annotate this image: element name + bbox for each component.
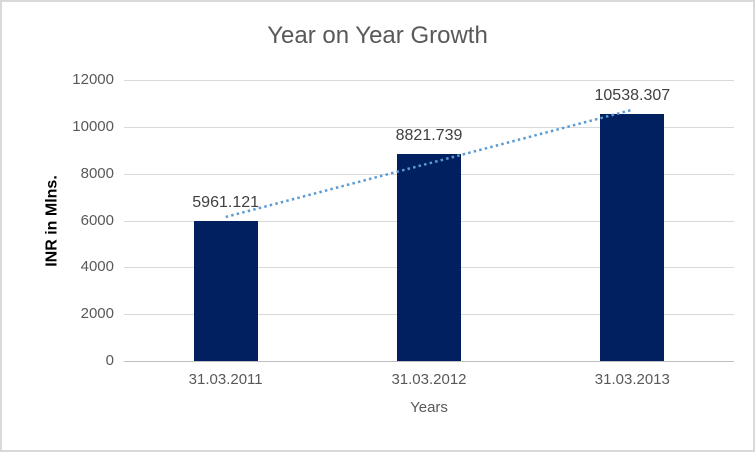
y-tick-label: 2000 [80, 305, 114, 323]
bar-31.03.2011 [193, 221, 258, 361]
gridline-y-12000 [124, 80, 734, 81]
x-tick-label-31.03.2011: 31.03.2011 [188, 371, 263, 388]
x-tick-label-31.03.2013: 31.03.2013 [594, 371, 670, 388]
x-axis-tick-labels: 31.03.2011 31.03.2012 31.03.2013 [124, 371, 734, 391]
y-tick-label: 4000 [80, 258, 114, 276]
x-tick-label-31.03.2012: 31.03.2012 [391, 371, 467, 388]
chart-title: Year on Year Growth [267, 22, 488, 49]
bar-31.03.2012 [397, 154, 461, 361]
gridline-y-10000 [124, 126, 734, 128]
y-tick-label: 8000 [80, 164, 114, 182]
trendline [225, 108, 633, 219]
data-label-31.03.2013: 10538.307 [594, 87, 671, 105]
plot-area: 5961.121 8821.739 10538.307 [124, 80, 734, 362]
bar-31.03.2013 [600, 114, 665, 361]
y-tick-label: 6000 [80, 211, 114, 229]
y-tick-label: 10000 [72, 117, 114, 135]
data-label-31.03.2011: 5961.121 [192, 194, 260, 212]
y-tick-label: 12000 [72, 71, 114, 88]
data-label-31.03.2012: 8821.739 [395, 127, 463, 145]
y-tick-label: 0 [105, 352, 114, 369]
x-axis-title: Years [410, 399, 448, 416]
y-axis-tick-labels: 0 2000 4000 6000 8000 10000 12000 [2, 71, 114, 369]
